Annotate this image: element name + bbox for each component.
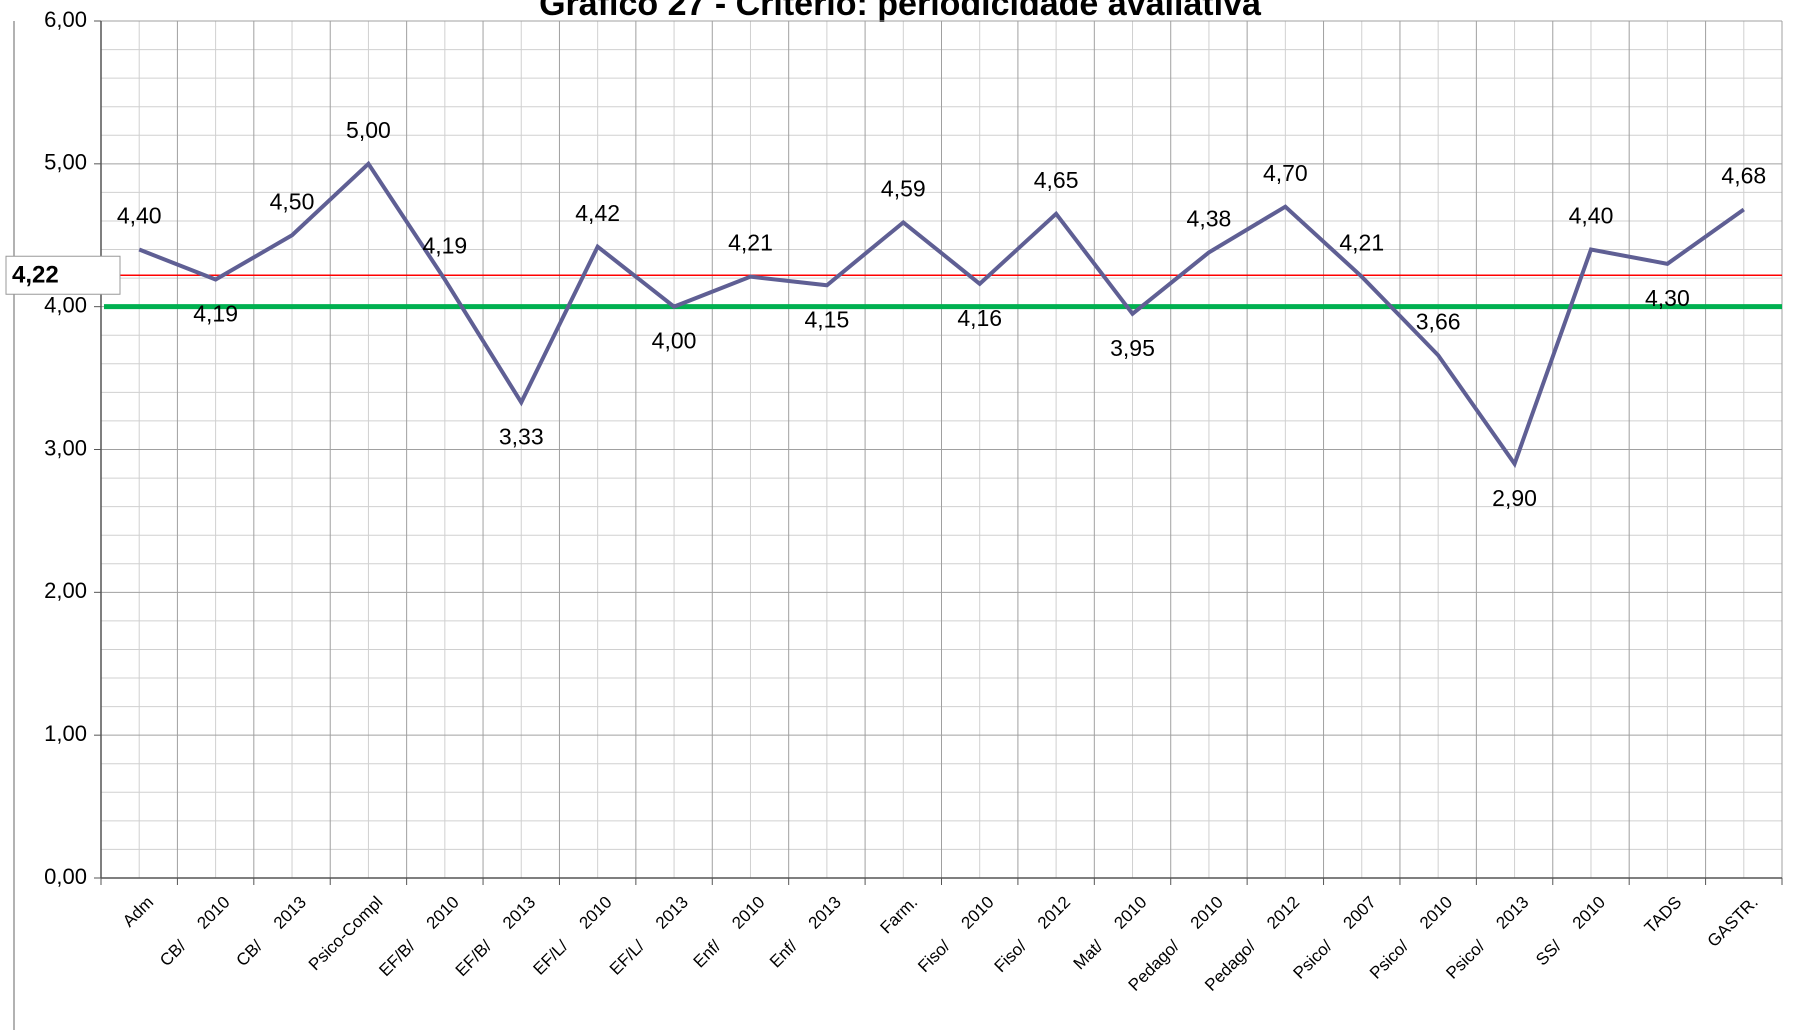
data-label: 4,40: [117, 203, 162, 229]
data-label: 4,38: [1187, 205, 1232, 231]
x-tick-label: 2012: [1034, 893, 1074, 933]
x-tick-label: Mat/: [1070, 936, 1107, 973]
data-label: 4,21: [1339, 230, 1384, 256]
x-tick-label: EF/B/: [452, 936, 496, 980]
x-tick-label: TADS: [1641, 893, 1686, 938]
x-tick-label: 2010: [728, 893, 768, 933]
x-tick-label: Enf/: [766, 936, 801, 971]
x-tick-label: EF/L/: [606, 936, 648, 978]
x-tick-label: CB/: [233, 936, 267, 970]
data-label: 4,30: [1645, 285, 1690, 311]
x-tick-label: Fiso/: [991, 936, 1031, 976]
x-tick-label: EF/B/: [375, 936, 419, 980]
data-label: 3,66: [1416, 308, 1461, 334]
x-tick-label: Enf/: [690, 936, 725, 971]
x-tick-label: Adm: [119, 893, 157, 931]
x-tick-label: CB/: [156, 936, 190, 970]
y-tick-label: 4,00: [44, 292, 87, 317]
x-tick-label: 2013: [652, 893, 692, 933]
x-tick-label: 2012: [1263, 893, 1303, 933]
reference-label-box: [5, 255, 121, 295]
data-label: 4,70: [1263, 160, 1308, 186]
y-tick-label: 1,00: [44, 721, 87, 746]
data-label: 4,65: [1034, 167, 1079, 193]
x-tick-label: 2010: [1187, 893, 1227, 933]
x-tick-label: 2010: [958, 893, 998, 933]
x-tick-label: 2010: [575, 893, 615, 933]
x-tick-label: 2010: [423, 893, 463, 933]
x-tick-label: Psico-Compl: [305, 893, 387, 975]
x-tick-label: Fiso/: [914, 936, 954, 976]
x-tick-label: 2013: [270, 893, 310, 933]
x-tick-label: Farm.: [876, 893, 921, 938]
y-tick-label: 6,00: [44, 7, 87, 32]
y-tick-label: 5,00: [44, 150, 87, 175]
data-label: 4,59: [881, 175, 926, 201]
data-label: 4,19: [193, 301, 238, 327]
data-label: 4,68: [1721, 163, 1766, 189]
y-tick-label: 3,00: [44, 435, 87, 460]
data-label: 2,90: [1492, 485, 1537, 511]
data-label: 4,40: [1569, 203, 1614, 229]
chart-title: Gráfico 27 - Critério: periodicidade ava…: [539, 0, 1262, 23]
x-tick-label: 2007: [1340, 893, 1380, 933]
data-label: 4,21: [728, 230, 773, 256]
data-label: 4,16: [957, 305, 1002, 331]
x-tick-label: Psico/: [1366, 936, 1412, 982]
x-tick-label: 2010: [193, 893, 233, 933]
data-label: 4,42: [575, 200, 620, 226]
reference-label: 4,22: [12, 262, 59, 289]
x-tick-label: 2010: [1110, 893, 1150, 933]
x-tick-label: 2013: [1492, 893, 1532, 933]
x-tick-label: Pedago/: [1201, 936, 1259, 994]
x-tick-label: 2010: [1569, 893, 1609, 933]
x-tick-label: 2010: [1416, 893, 1456, 933]
data-label: 4,15: [805, 306, 850, 332]
data-label: 4,00: [652, 328, 697, 354]
y-tick-label: 0,00: [44, 864, 87, 889]
x-tick-label: EF/L/: [529, 936, 571, 978]
data-label: 3,33: [499, 423, 544, 449]
data-label: 3,95: [1110, 335, 1155, 361]
x-tick-label: 2013: [805, 893, 845, 933]
x-tick-label: Psico/: [1442, 936, 1488, 982]
x-tick-label: 2013: [499, 893, 539, 933]
data-label: 4,19: [422, 233, 467, 259]
x-tick-label: Psico/: [1290, 936, 1336, 982]
data-label: 4,50: [270, 188, 315, 214]
x-tick-label: GASTR.: [1704, 893, 1762, 951]
data-label: 5,00: [346, 117, 391, 143]
x-tick-label: SS/: [1532, 936, 1565, 969]
y-tick-label: 2,00: [44, 578, 87, 603]
x-tick-label: Pedago/: [1125, 936, 1183, 994]
series-line: [138, 160, 1745, 469]
